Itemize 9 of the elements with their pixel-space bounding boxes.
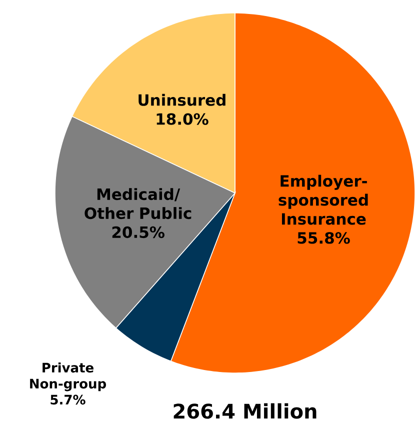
data-label: 5.7% [50, 394, 86, 405]
slice-label: Private Non-group [30, 362, 106, 392]
text: 266.4 Million [174, 403, 316, 419]
slice-label: Medicaid/ Other Public [84, 188, 192, 220]
data-label: 20.5% [112, 226, 164, 238]
data-label: 18.0% [156, 113, 208, 125]
slice-label: Uninsured [138, 94, 226, 106]
data-label: 55.8% [298, 232, 350, 244]
slice-label: Employer-sponsored Insurance [278, 174, 368, 225]
